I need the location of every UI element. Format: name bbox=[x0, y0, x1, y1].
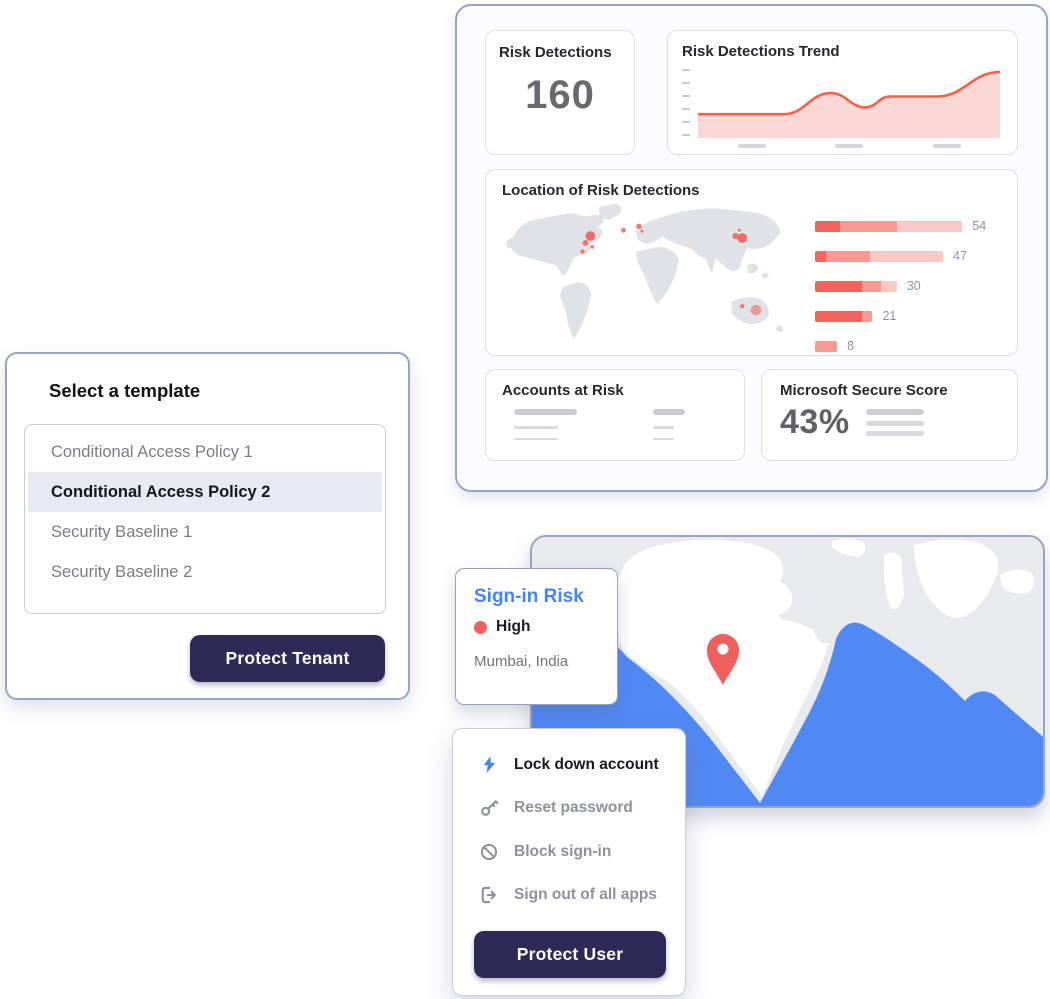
risk-location-bar-value: 54 bbox=[972, 219, 987, 233]
world-map bbox=[505, 203, 784, 340]
risk-trend-title: Risk Detections Trend bbox=[682, 43, 840, 60]
risk-location-card: Location of Risk Detections bbox=[485, 169, 1018, 356]
risk-location-bar: 8 bbox=[815, 331, 1001, 361]
signin-risk-popup: Sign-in Risk High Mumbai, India bbox=[455, 568, 618, 705]
trend-x-axis-skeleton bbox=[682, 144, 1003, 149]
key-icon bbox=[479, 798, 499, 818]
signin-risk-title: Sign-in Risk bbox=[474, 586, 584, 607]
template-listbox[interactable]: Conditional Access Policy 1 Conditional A… bbox=[24, 424, 386, 614]
risk-location-bars: 54 47 30 21 8 bbox=[801, 201, 1001, 361]
risk-level-dot bbox=[474, 620, 487, 634]
sign-out-icon bbox=[479, 885, 499, 905]
risk-detections-title: Risk Detections bbox=[499, 44, 612, 61]
risk-location-label: Mumbai, India bbox=[474, 653, 569, 670]
menu-item-label: Block sign-in bbox=[514, 842, 612, 860]
template-picker-heading: Select a template bbox=[49, 380, 201, 401]
risk-location-bar: 30 bbox=[815, 271, 1001, 301]
axis-skeleton-bar bbox=[835, 144, 863, 148]
axis-skeleton-bar bbox=[933, 144, 961, 148]
template-option-2[interactable]: Conditional Access Policy 2 bbox=[28, 472, 382, 512]
secure-score-skeleton bbox=[865, 409, 924, 436]
template-option-3[interactable]: Security Baseline 1 bbox=[51, 522, 193, 541]
protect-tenant-button[interactable]: Protect Tenant bbox=[190, 635, 385, 682]
accounts-skeleton bbox=[502, 409, 728, 440]
user-actions-menu: Lock down account Reset password Block sig… bbox=[452, 728, 686, 996]
risk-location-bar-value: 8 bbox=[847, 339, 855, 353]
trend-line bbox=[698, 70, 1001, 116]
menu-item-label: Lock down account bbox=[514, 755, 659, 773]
risk-location-title: Location of Risk Detections bbox=[502, 182, 700, 199]
risk-location-bar: 21 bbox=[815, 301, 1001, 331]
risk-detections-value: 160 bbox=[525, 73, 595, 117]
template-picker-card: Select a template Conditional Access Pol… bbox=[5, 352, 410, 700]
risk-trend-chart bbox=[682, 69, 1001, 138]
menu-item-block-sign-in[interactable]: Block sign-in bbox=[453, 830, 685, 874]
axis-skeleton-bar bbox=[738, 144, 766, 148]
risk-trend-card: Risk Detections Trend bbox=[667, 30, 1018, 155]
trend-area-fill bbox=[698, 72, 1000, 138]
risk-detections-card: Risk Detections 160 bbox=[485, 30, 635, 155]
protect-user-button[interactable]: Protect User bbox=[474, 931, 666, 978]
security-dashboard-panel: Risk Detections 160 Risk Detections Tren… bbox=[455, 4, 1048, 492]
trend-y-ticks bbox=[682, 69, 690, 136]
user-actions-list: Lock down account Reset password Block sig… bbox=[453, 743, 685, 917]
risk-location-dots bbox=[580, 223, 762, 316]
template-option-4[interactable]: Security Baseline 2 bbox=[51, 562, 193, 581]
block-icon bbox=[479, 842, 499, 862]
menu-item-label: Reset password bbox=[514, 799, 633, 817]
risk-location-bar: 54 bbox=[815, 211, 1001, 241]
lightning-icon bbox=[479, 755, 499, 775]
risk-location-bar-value: 21 bbox=[882, 309, 897, 323]
risk-location-bar-value: 30 bbox=[906, 279, 921, 293]
accounts-at-risk-card: Accounts at Risk bbox=[485, 369, 745, 461]
menu-item-label: Sign out of all apps bbox=[514, 886, 657, 904]
skeleton-group bbox=[653, 409, 685, 440]
risk-location-bar-value: 47 bbox=[953, 249, 968, 263]
skeleton-group bbox=[514, 409, 577, 440]
menu-item-sign-out-of-all-apps[interactable]: Sign out of all apps bbox=[453, 874, 685, 918]
menu-item-lock-down-account[interactable]: Lock down account bbox=[453, 743, 685, 787]
secure-score-card: Microsoft Secure Score 43% bbox=[761, 369, 1018, 461]
risk-location-bar: 47 bbox=[815, 241, 1001, 271]
template-option-1[interactable]: Conditional Access Policy 1 bbox=[51, 442, 253, 461]
accounts-at-risk-title: Accounts at Risk bbox=[502, 382, 624, 399]
secure-score-value: 43% bbox=[780, 403, 850, 441]
map-pin-icon[interactable] bbox=[707, 634, 739, 685]
risk-level-label: High bbox=[496, 618, 531, 635]
menu-item-reset-password[interactable]: Reset password bbox=[453, 787, 685, 831]
secure-score-title: Microsoft Secure Score bbox=[780, 382, 948, 399]
